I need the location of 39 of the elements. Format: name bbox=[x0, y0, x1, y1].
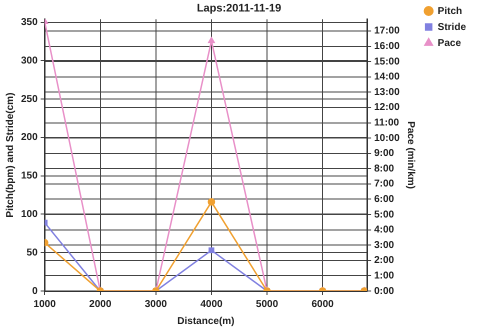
y2-tick-label: 6:00 bbox=[374, 194, 395, 205]
x-tick-label: 2000 bbox=[89, 298, 112, 310]
y2-tick-label: 7:00 bbox=[374, 178, 395, 190]
legend-label: Pitch bbox=[438, 6, 462, 17]
legend-label: Stride bbox=[438, 22, 466, 33]
y-axis-title: Pitch(bpm) and Stride(cm) bbox=[4, 92, 16, 218]
x-tick-label: 5000 bbox=[256, 298, 279, 310]
y2-tick-label: 12:00 bbox=[374, 102, 400, 114]
y-tick-label: 0 bbox=[32, 286, 38, 297]
y-tick-label: 300 bbox=[20, 55, 38, 66]
x-tick-label: 1000 bbox=[34, 298, 56, 310]
y2-tick-label: 17:00 bbox=[374, 26, 400, 37]
x-tick-label: 4000 bbox=[200, 298, 223, 310]
y2-tick-label: 16:00 bbox=[374, 41, 400, 52]
y2-tick-label: 4:00 bbox=[374, 224, 395, 236]
y2-tick-label: 3:00 bbox=[374, 240, 395, 251]
y2-tick-label: 14:00 bbox=[374, 72, 400, 83]
y2-tick-label: 15:00 bbox=[374, 56, 400, 68]
x-tick-label: 6000 bbox=[311, 298, 334, 310]
y-tick-label: 250 bbox=[20, 94, 38, 105]
y2-tick-label: 1:00 bbox=[374, 270, 395, 282]
y2-tick-label: 10:00 bbox=[374, 132, 400, 144]
y2-tick-label: 5:00 bbox=[374, 209, 395, 220]
y2-tick-label: 11:00 bbox=[374, 118, 400, 128]
legend-label: Pace bbox=[438, 38, 462, 49]
x-tick-label: 3000 bbox=[144, 298, 168, 310]
y-tick-label: 150 bbox=[20, 170, 38, 182]
y2-tick-label: 13:00 bbox=[374, 86, 400, 98]
y-tick-label: 200 bbox=[20, 132, 38, 144]
y2-tick-label: 2:00 bbox=[374, 255, 395, 266]
chart-title: Laps:2011-11-19 bbox=[196, 2, 282, 15]
y-tick-label: 50 bbox=[26, 247, 38, 258]
y-tick-label: 350 bbox=[20, 17, 38, 28]
y2-tick-label: 0:00 bbox=[374, 286, 395, 297]
y-tick-label: 100 bbox=[20, 208, 38, 220]
y2-tick-label: 9:00 bbox=[374, 148, 395, 160]
x-axis-title: Distance(m) bbox=[177, 316, 235, 327]
y2-tick-label: 8:00 bbox=[374, 163, 395, 174]
y2-axis-title: Pace (min/km) bbox=[404, 121, 416, 190]
